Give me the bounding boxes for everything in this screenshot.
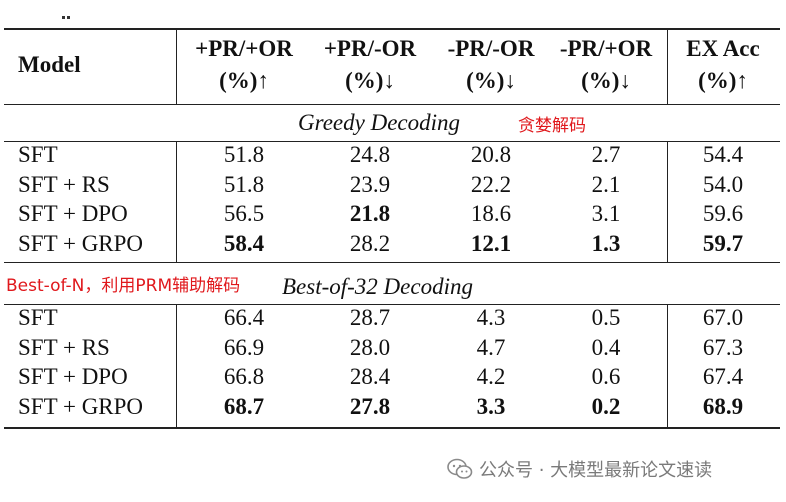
vline-model: [176, 30, 177, 105]
vline-ex-s1: [667, 142, 668, 262]
row-value-col-5: 67.0: [702, 305, 744, 330]
row-model-label: SFT + RS: [18, 334, 110, 360]
row-value-col-3: 20.8: [470, 142, 512, 167]
row-value-col-5: 67.3: [702, 334, 744, 360]
watermark: 公众号 · 大模型最新论文速读: [447, 456, 712, 482]
row-value-col-4: 0.5: [591, 305, 621, 330]
header-col-3-top: -PR/-OR: [447, 36, 535, 61]
row-value-col-1: 58.4: [223, 230, 265, 256]
section-divider-rule: [4, 262, 780, 263]
row-value-col-3: 4.2: [476, 364, 506, 389]
header-col-4-bottom: (%)↓: [581, 68, 631, 93]
row-value-col-1: 66.9: [223, 334, 265, 360]
bottom-rule: [4, 427, 780, 429]
row-value-col-5: 54.0: [702, 171, 744, 197]
row-value-col-4: 0.4: [591, 334, 621, 360]
annotation-greedy: 贪婪解码: [518, 116, 586, 136]
vline-model-s2: [176, 305, 177, 427]
header-col-2-bottom: (%)↓: [345, 68, 395, 93]
crop-mark: [62, 6, 72, 19]
header-col-1-bottom: (%)↑: [219, 68, 269, 93]
row-value-col-2: 28.4: [349, 364, 391, 389]
row-value-col-5: 59.6: [702, 201, 744, 226]
header-col-5-top: EX Acc: [686, 36, 760, 61]
row-value-col-3: 22.2: [470, 171, 512, 197]
row-model-label: SFT + RS: [18, 171, 110, 197]
row-model-label: SFT + DPO: [18, 364, 128, 389]
row-model-label: SFT: [18, 305, 58, 330]
row-value-col-1: 66.4: [223, 305, 265, 330]
section1-rule: [4, 141, 780, 142]
row-value-col-3: 4.3: [476, 305, 506, 330]
row-value-col-3: 12.1: [470, 230, 512, 256]
row-value-col-3: 3.3: [476, 393, 506, 419]
row-value-col-5: 59.7: [702, 230, 744, 256]
row-value-col-4: 3.1: [591, 201, 621, 226]
row-value-col-1: 51.8: [223, 142, 265, 167]
row-value-col-1: 56.5: [223, 201, 265, 226]
header-model: Model: [18, 52, 81, 77]
row-value-col-5: 68.9: [702, 393, 744, 419]
row-value-col-1: 66.8: [223, 364, 265, 389]
row-value-col-2: 24.8: [349, 142, 391, 167]
row-model-label: SFT + GRPO: [18, 393, 144, 419]
header-col-5-bottom: (%)↑: [698, 68, 748, 93]
row-value-col-2: 28.0: [349, 334, 391, 360]
row-value-col-2: 21.8: [349, 201, 391, 226]
header-col-4-top: -PR/+OR: [559, 36, 653, 61]
row-value-col-3: 4.7: [476, 334, 506, 360]
row-value-col-2: 23.9: [349, 171, 391, 197]
wechat-icon: [447, 458, 473, 479]
row-model-label: SFT + GRPO: [18, 230, 144, 256]
row-value-col-4: 0.6: [591, 364, 621, 389]
row-model-label: SFT: [18, 142, 58, 167]
row-value-col-4: 2.7: [591, 142, 621, 167]
row-value-col-4: 2.1: [591, 171, 621, 197]
row-value-col-5: 54.4: [702, 142, 744, 167]
row-value-col-1: 68.7: [223, 393, 265, 419]
row-value-col-5: 67.4: [702, 364, 744, 389]
vline-ex: [667, 30, 668, 105]
row-value-col-2: 27.8: [349, 393, 391, 419]
row-model-label: SFT + DPO: [18, 201, 128, 226]
row-value-col-2: 28.7: [349, 305, 391, 330]
header-col-3-bottom: (%)↓: [466, 68, 516, 93]
header-col-1-top: +PR/+OR: [195, 36, 293, 61]
section-title-best-of-32: Best-of-32 Decoding: [282, 274, 473, 299]
header-col-2-top: +PR/-OR: [323, 36, 417, 61]
section-title-greedy: Greedy Decoding: [298, 110, 460, 135]
row-value-col-3: 18.6: [470, 201, 512, 226]
vline-model-s1: [176, 142, 177, 262]
header-rule: [4, 104, 780, 105]
row-value-col-4: 0.2: [591, 393, 621, 419]
section2-rule: [4, 304, 780, 305]
row-value-col-2: 28.2: [349, 230, 391, 256]
vline-ex-s2: [667, 305, 668, 427]
watermark-text: 公众号 · 大模型最新论文速读: [479, 460, 713, 481]
annotation-best-of-n: Best-of-N，利用PRM辅助解码: [6, 276, 241, 296]
row-value-col-4: 1.3: [591, 230, 621, 256]
row-value-col-1: 51.8: [223, 171, 265, 197]
top-rule: [4, 28, 780, 30]
